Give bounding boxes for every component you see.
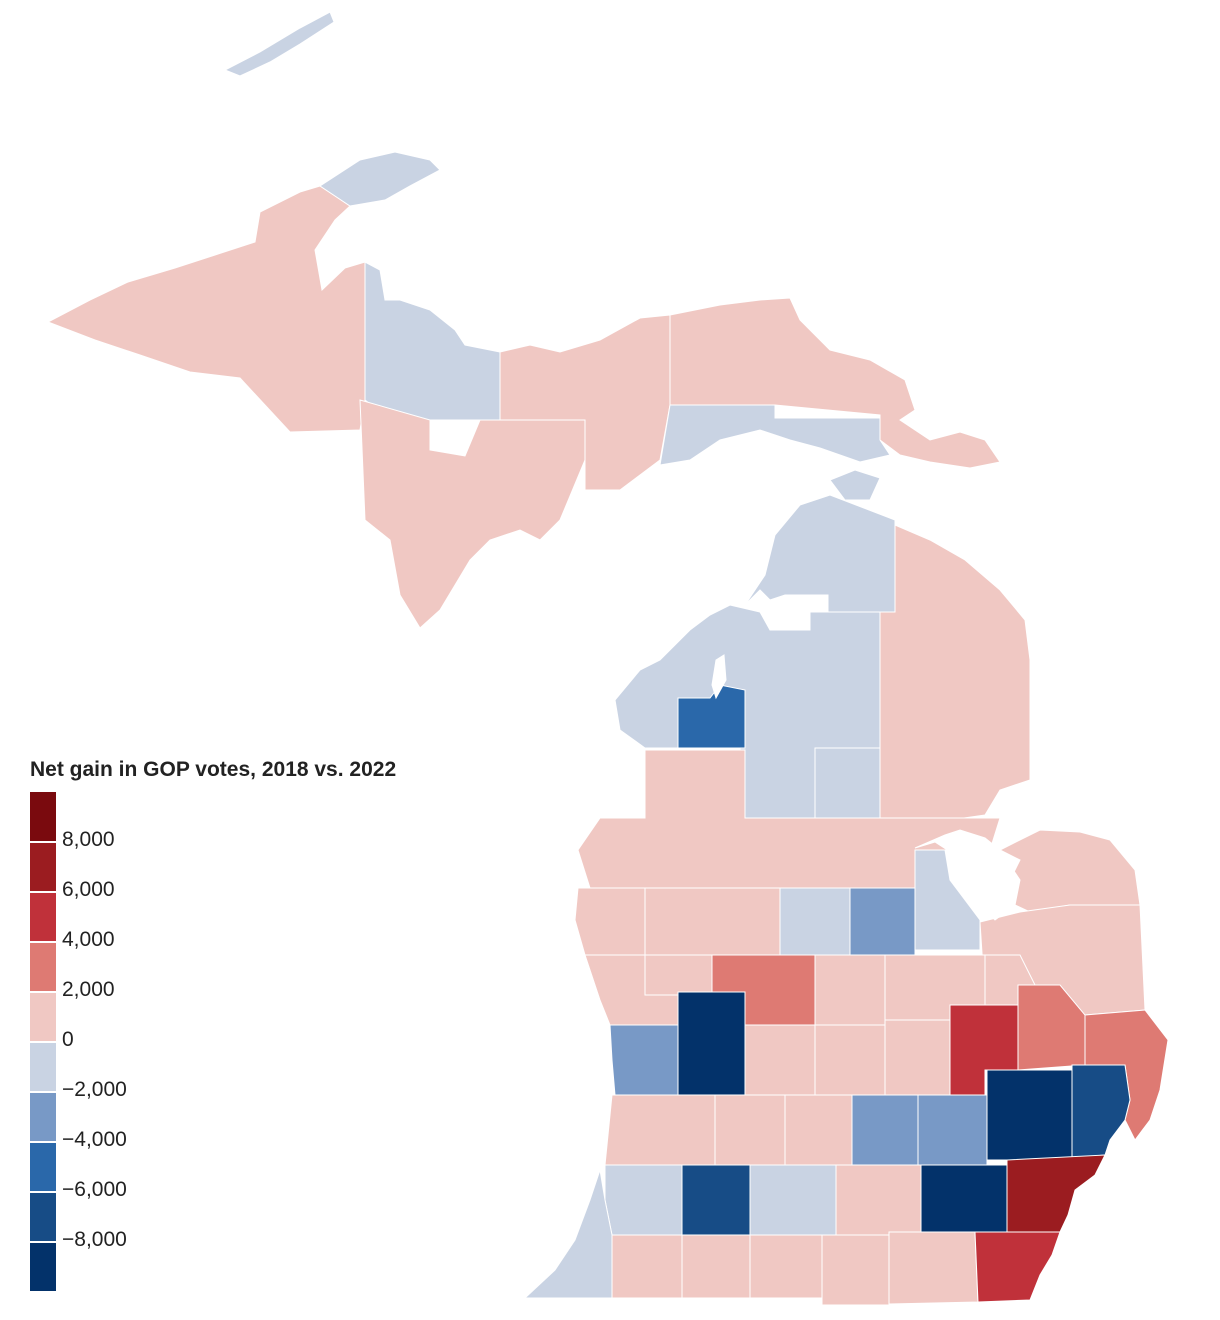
legend-swatch [30, 1042, 56, 1092]
county-clinton [814, 1024, 886, 1096]
county-newaygo [644, 887, 781, 956]
county-ottawa [609, 1024, 679, 1096]
legend-tick-label: 2,000 [62, 978, 115, 1001]
legend-tick-label: −4,000 [62, 1128, 127, 1151]
county-livingston [917, 1094, 988, 1166]
county-montcalm-west [644, 954, 713, 996]
county-cass [611, 1234, 683, 1299]
county-isabella [779, 887, 851, 956]
county-st-joseph [681, 1234, 751, 1299]
county-grand-traverse [677, 684, 746, 749]
legend-tick [30, 1242, 62, 1243]
county-shiawassee [884, 1019, 951, 1096]
legend-swatch [30, 992, 56, 1042]
legend-swatch [30, 942, 56, 992]
county-van-buren [604, 1164, 683, 1236]
legend-tick [30, 992, 62, 993]
county-emmet-cheboygan [744, 494, 896, 613]
legend-tick-label: 4,000 [62, 928, 115, 951]
legend-tick [30, 842, 62, 843]
county-bois-blanc [829, 469, 881, 501]
legend-swatch [30, 892, 56, 942]
county-south-up-west [359, 399, 586, 629]
county-eaton [784, 1094, 853, 1166]
water-grand-traverse-bay [711, 654, 727, 700]
legend-swatch [30, 1092, 56, 1142]
county-northeast-lp [879, 524, 1031, 821]
legend-tick [30, 1142, 62, 1143]
county-ingham [851, 1094, 919, 1166]
legend-tick-label: −6,000 [62, 1178, 127, 1201]
legend-swatch [30, 1192, 56, 1242]
county-ionia [744, 1024, 816, 1096]
county-macomb [1071, 1064, 1131, 1159]
legend-tick-label: 6,000 [62, 878, 115, 901]
legend-tick-label: −8,000 [62, 1228, 127, 1251]
legend-swatch [30, 1242, 56, 1292]
county-berrien [523, 1169, 613, 1299]
legend-tick [30, 892, 62, 893]
county-mackinac [659, 404, 891, 466]
county-branch [749, 1234, 823, 1299]
legend-swatch [30, 842, 56, 892]
county-hillsdale [821, 1234, 890, 1306]
county-allegan [604, 1094, 716, 1166]
legend-tick-label: 8,000 [62, 828, 115, 851]
county-bay [914, 849, 981, 951]
legend-swatch [30, 1142, 56, 1192]
legend-tick-label: 0 [62, 1028, 74, 1051]
legend-color-scale: 8,000 6,000 4,000 2,000 0 −2,000 −4,000 −6,000 −… [30, 792, 127, 1292]
water-saginaw-bay [914, 829, 1021, 921]
county-jackson [835, 1164, 922, 1236]
legend-tick [30, 1192, 62, 1193]
legend-tick [30, 1042, 62, 1043]
county-huron [999, 829, 1141, 913]
county-lenawee [888, 1231, 979, 1305]
county-crawford [814, 747, 881, 819]
county-oceana [574, 887, 646, 956]
legend: Net gain in GOP votes, 2018 vs. 2022 8,0… [30, 758, 397, 1292]
county-kent [677, 991, 746, 1096]
county-monroe [974, 1231, 1061, 1303]
county-wayne [1006, 1154, 1106, 1233]
county-western-up [46, 185, 366, 433]
county-isle-royale [223, 11, 335, 77]
county-calhoun [749, 1164, 837, 1236]
legend-tick [30, 1092, 62, 1093]
county-kalamazoo [681, 1164, 751, 1236]
county-barry [714, 1094, 786, 1166]
county-oakland [986, 1069, 1073, 1161]
county-washtenaw [920, 1164, 1008, 1233]
legend-tick-label: −2,000 [62, 1078, 127, 1101]
legend-title: Net gain in GOP votes, 2018 vs. 2022 [30, 758, 397, 781]
legend-tick [30, 942, 62, 943]
legend-swatch [30, 792, 56, 842]
county-keweenaw [319, 151, 441, 207]
county-midland [849, 887, 916, 956]
county-gratiot [814, 954, 886, 1026]
